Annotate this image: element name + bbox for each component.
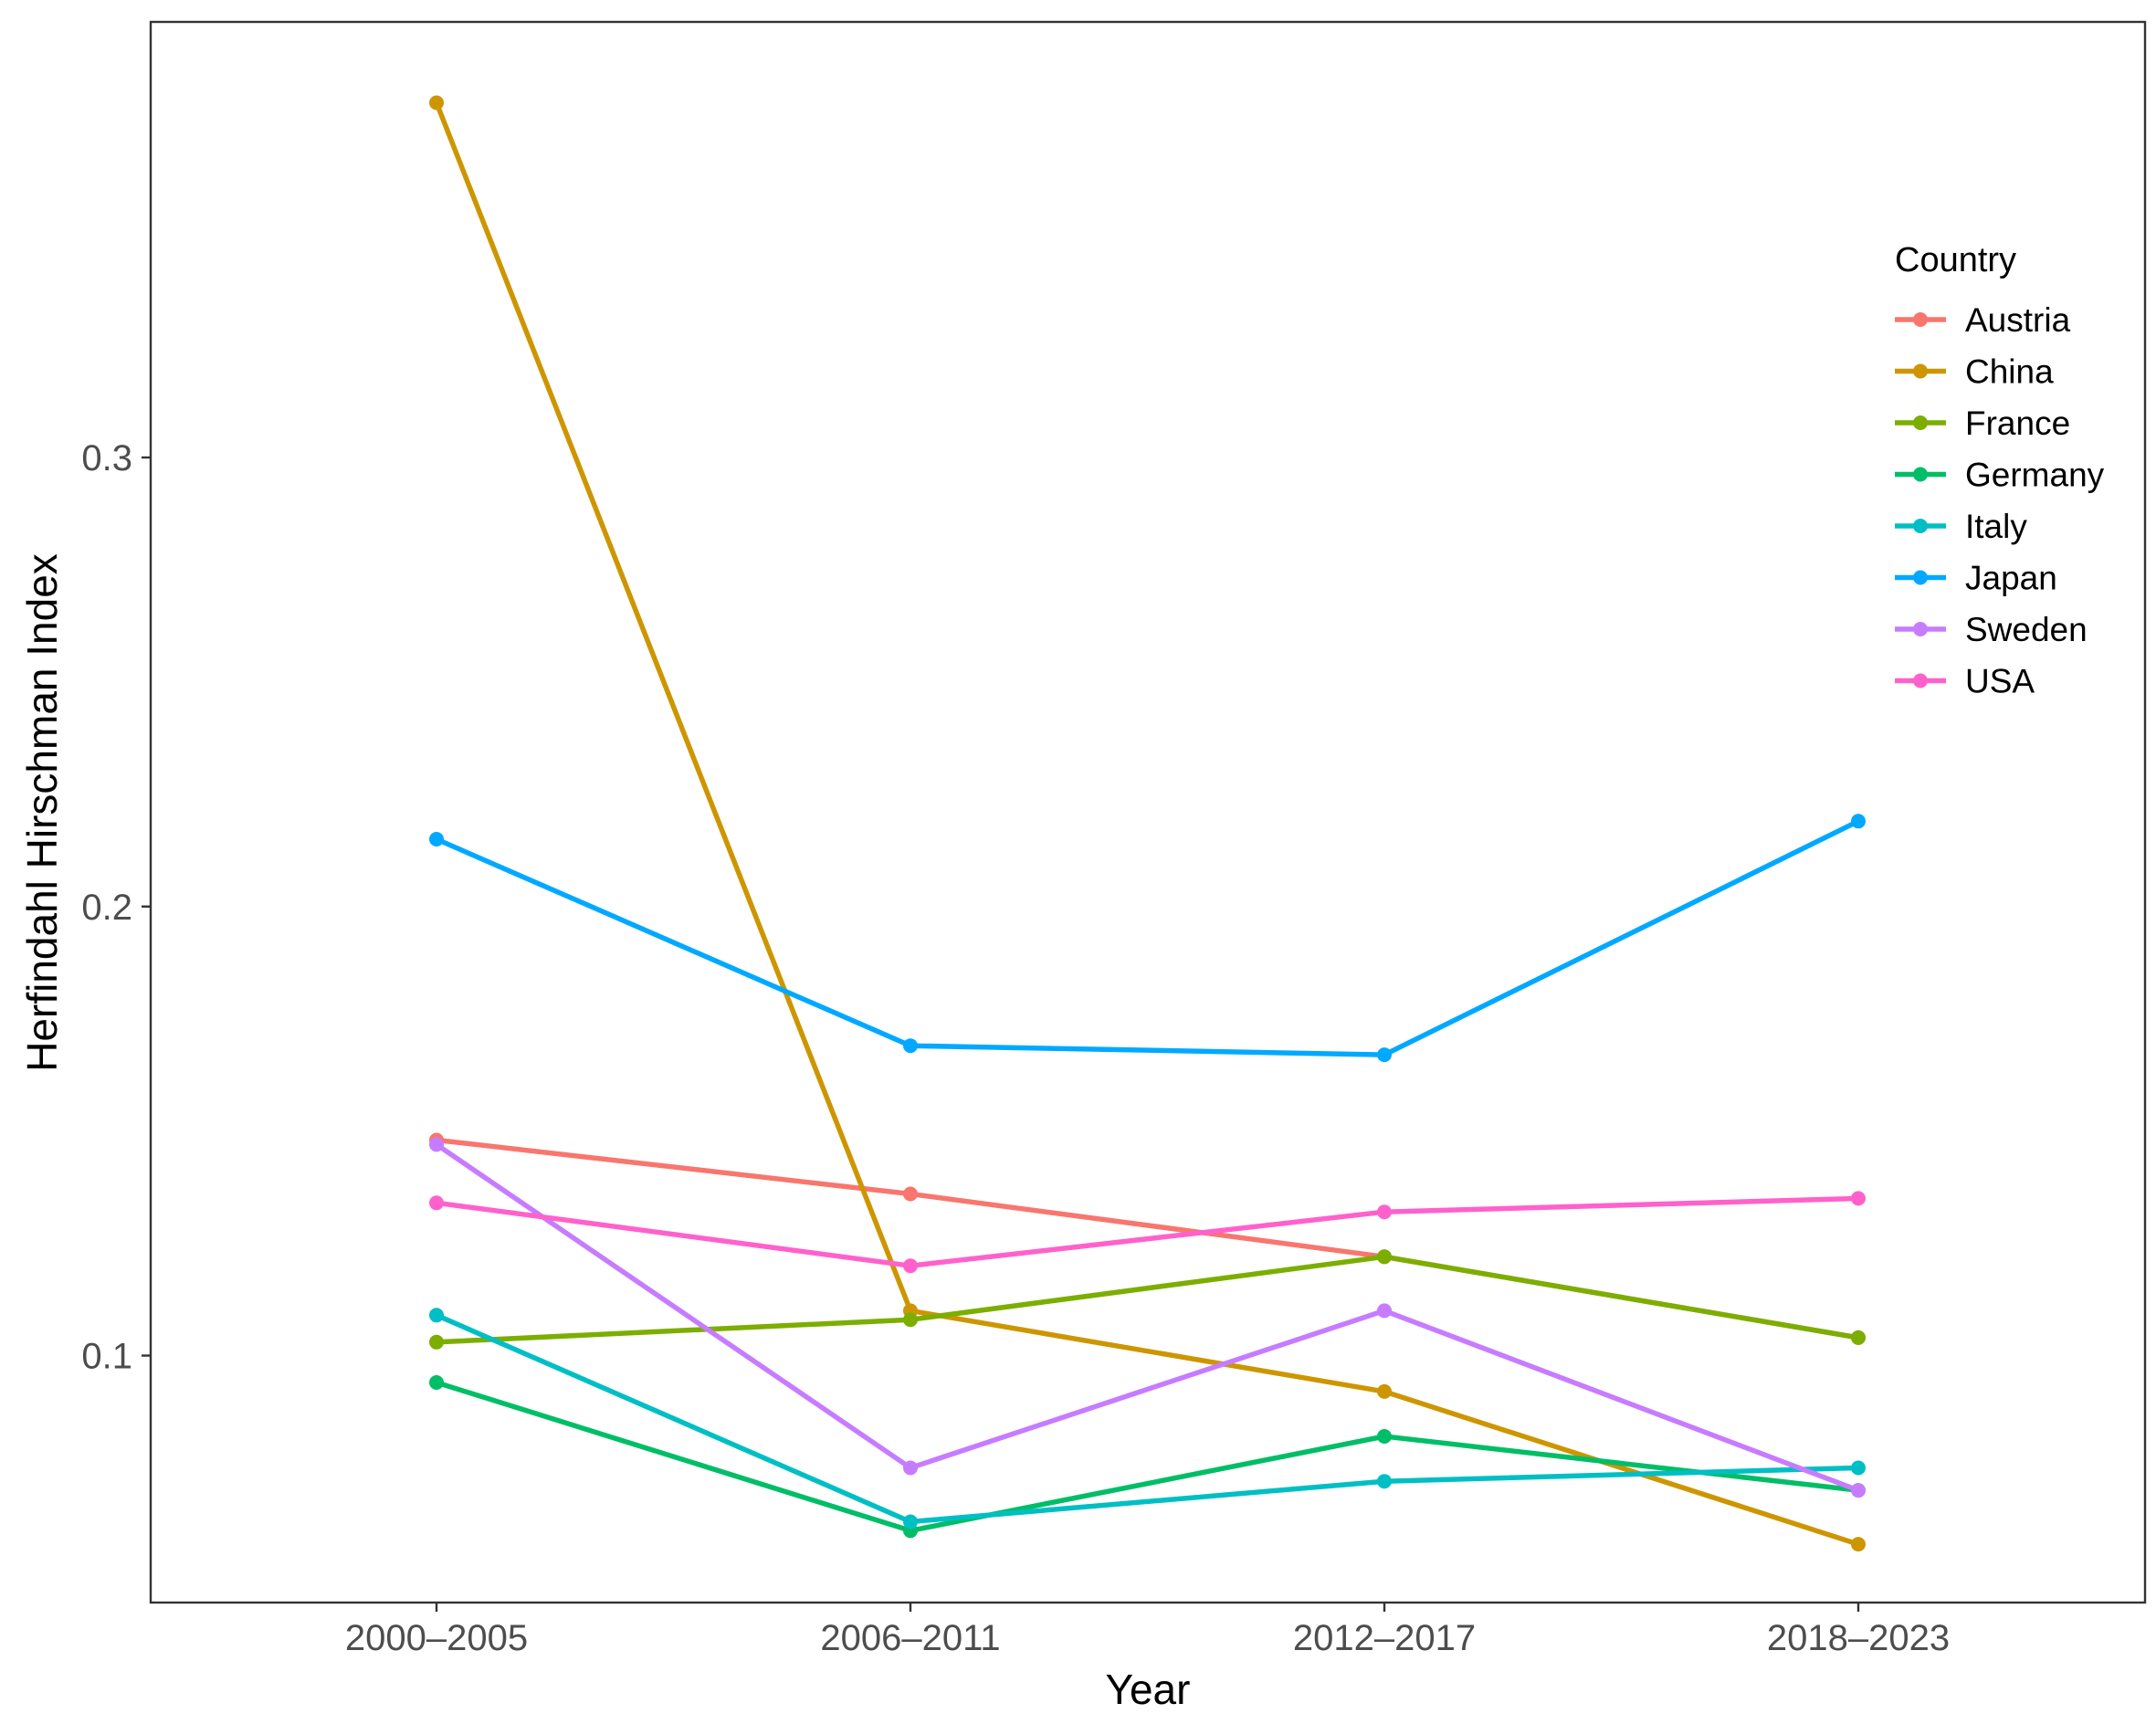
- data-point-france: [1377, 1249, 1392, 1265]
- series-sweden: [429, 1137, 1866, 1498]
- series-japan: [429, 814, 1866, 1063]
- data-point-italy: [1851, 1460, 1866, 1476]
- legend-items: Austria China France Germany Italy Japan Swede…: [1895, 301, 2105, 700]
- x-axis: 2000–2005 2006–2011 2012–2017 2018–2023: [345, 1603, 1950, 1658]
- legend: Country Austria China France Germany Italy Ja…: [1895, 241, 2105, 700]
- series-line-sweden: [435, 1142, 1859, 1493]
- legend-item-germany: Germany: [1895, 457, 2105, 494]
- legend-key-point: [1913, 312, 1928, 327]
- data-point-italy: [1377, 1474, 1392, 1489]
- series-line-france: [436, 1254, 1859, 1345]
- legend-key-point: [1913, 415, 1928, 430]
- data-point-sweden: [903, 1460, 918, 1476]
- data-point-france: [903, 1312, 918, 1328]
- legend-label: China: [1965, 353, 2054, 391]
- series-france: [429, 1249, 1866, 1350]
- legend-item-italy: Italy: [1895, 508, 2027, 545]
- legend-item-france: France: [1895, 405, 2070, 442]
- data-point-germany: [429, 1375, 444, 1390]
- legend-label: Japan: [1965, 560, 2057, 597]
- data-point-china: [1851, 1537, 1866, 1552]
- data-point-japan: [1851, 814, 1866, 829]
- data-point-italy: [903, 1514, 918, 1530]
- data-point-usa: [1851, 1191, 1866, 1206]
- data-point-sweden: [1851, 1483, 1866, 1498]
- legend-title: Country: [1895, 241, 2016, 279]
- data-point-usa: [1377, 1204, 1392, 1220]
- series-layer: [429, 95, 1866, 1552]
- data-point-china: [429, 95, 444, 110]
- legend-label: Sweden: [1965, 611, 2088, 648]
- data-point-germany: [1377, 1429, 1392, 1444]
- x-tick-label: 2018–2023: [1767, 1618, 1950, 1658]
- series-line-china: [434, 101, 1859, 1547]
- legend-item-japan: Japan: [1895, 560, 2057, 597]
- legend-key-point: [1913, 570, 1928, 585]
- data-point-austria: [903, 1186, 918, 1202]
- y-tick-label: 0.2: [81, 888, 132, 928]
- data-point-france: [429, 1334, 444, 1350]
- data-point-sweden: [1377, 1303, 1392, 1319]
- series-line-italy: [435, 1312, 1859, 1525]
- x-axis-title: Year: [1106, 1666, 1191, 1713]
- data-point-japan: [429, 832, 444, 846]
- series-usa: [429, 1191, 1866, 1274]
- x-tick-label: 2006–2011: [820, 1618, 1000, 1658]
- legend-label: Italy: [1965, 508, 2027, 545]
- legend-label: USA: [1965, 663, 2035, 700]
- y-tick-label: 0.3: [81, 438, 132, 478]
- x-tick-label: 2000–2005: [345, 1618, 528, 1658]
- y-axis: 0.1 0.2 0.3: [81, 438, 151, 1377]
- data-point-usa: [903, 1258, 918, 1274]
- legend-label: Germany: [1965, 457, 2105, 494]
- legend-key-point: [1913, 622, 1928, 636]
- x-tick-label: 2012–2017: [1293, 1618, 1476, 1658]
- legend-label: France: [1965, 405, 2070, 442]
- legend-key-point: [1913, 519, 1928, 533]
- legend-key-point: [1913, 673, 1928, 689]
- legend-item-usa: USA: [1895, 663, 2035, 700]
- legend-item-sweden: Sweden: [1895, 611, 2088, 648]
- data-point-usa: [429, 1195, 444, 1211]
- series-line-usa: [436, 1195, 1859, 1268]
- legend-key-point: [1913, 363, 1928, 379]
- legend-label: Austria: [1965, 301, 2071, 339]
- data-point-france: [1851, 1330, 1866, 1345]
- data-point-sweden: [429, 1137, 444, 1152]
- legend-item-china: China: [1895, 353, 2054, 391]
- plot-panel-border: [149, 20, 2147, 1604]
- data-point-italy: [429, 1308, 444, 1323]
- data-point-china: [1377, 1383, 1392, 1399]
- series-line-japan: [435, 818, 1860, 1057]
- legend-key-point: [1913, 467, 1928, 482]
- series-line-germany: [436, 1380, 1859, 1534]
- y-axis-title: Herfindahl Hirschman Index: [18, 553, 66, 1072]
- series-italy: [429, 1308, 1866, 1530]
- data-point-japan: [903, 1038, 918, 1054]
- y-tick-label: 0.1: [81, 1337, 132, 1377]
- legend-item-austria: Austria: [1895, 301, 2071, 339]
- data-point-japan: [1377, 1047, 1392, 1063]
